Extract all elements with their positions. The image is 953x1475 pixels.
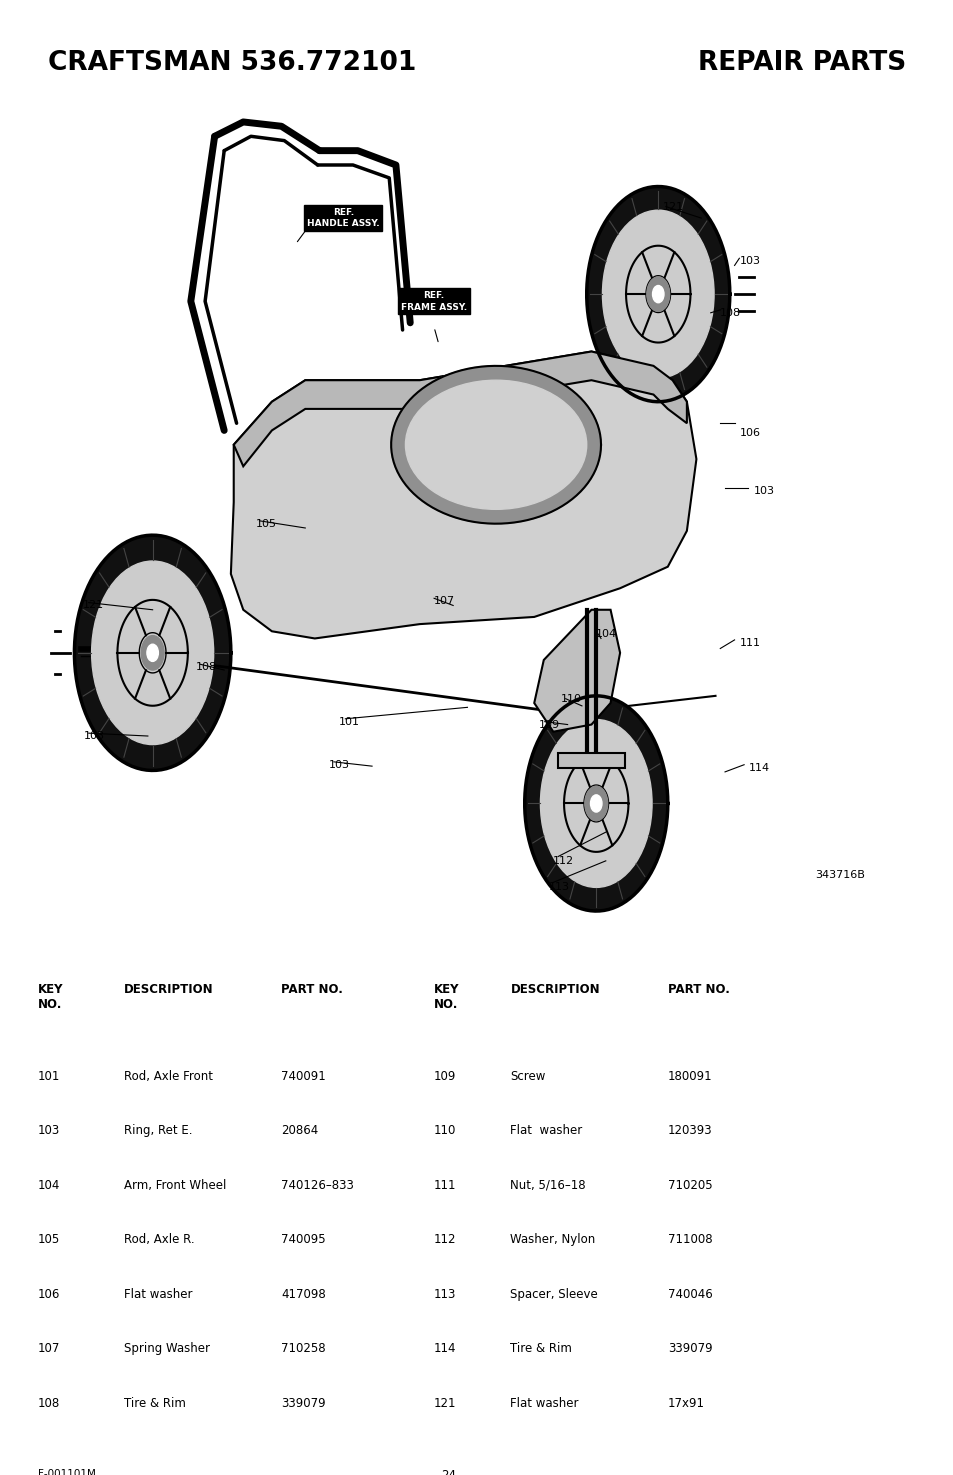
Text: 740046: 740046 bbox=[667, 1288, 712, 1301]
Circle shape bbox=[591, 796, 600, 811]
Text: 103: 103 bbox=[38, 1124, 60, 1137]
Text: 121: 121 bbox=[434, 1397, 456, 1410]
Text: 114: 114 bbox=[434, 1342, 456, 1356]
Text: DESCRIPTION: DESCRIPTION bbox=[510, 982, 599, 996]
Text: 105: 105 bbox=[38, 1233, 60, 1246]
Text: 106: 106 bbox=[38, 1288, 60, 1301]
Circle shape bbox=[653, 286, 662, 301]
Ellipse shape bbox=[405, 381, 586, 509]
Text: Rod, Axle Front: Rod, Axle Front bbox=[124, 1069, 213, 1083]
Text: CRAFTSMAN 536.772101: CRAFTSMAN 536.772101 bbox=[48, 50, 416, 77]
Text: 339079: 339079 bbox=[667, 1342, 712, 1356]
Text: 740091: 740091 bbox=[281, 1069, 326, 1083]
Text: 20864: 20864 bbox=[281, 1124, 318, 1137]
Text: 112: 112 bbox=[553, 855, 574, 866]
Text: 104: 104 bbox=[38, 1179, 60, 1192]
Text: PART NO.: PART NO. bbox=[281, 982, 343, 996]
Text: Rod, Axle R.: Rod, Axle R. bbox=[124, 1233, 194, 1246]
Text: F-001101M: F-001101M bbox=[38, 1469, 96, 1475]
Circle shape bbox=[74, 535, 231, 770]
Circle shape bbox=[141, 636, 164, 670]
Text: 101: 101 bbox=[38, 1069, 60, 1083]
Text: Ring, Ret E.: Ring, Ret E. bbox=[124, 1124, 193, 1137]
Text: 108: 108 bbox=[720, 308, 740, 317]
Text: 121: 121 bbox=[83, 600, 104, 611]
Polygon shape bbox=[231, 351, 696, 639]
Text: 120393: 120393 bbox=[667, 1124, 712, 1137]
Ellipse shape bbox=[391, 366, 600, 524]
Text: REPAIR PARTS: REPAIR PARTS bbox=[698, 50, 905, 77]
Polygon shape bbox=[534, 609, 619, 732]
Polygon shape bbox=[558, 754, 624, 767]
Text: 711008: 711008 bbox=[667, 1233, 712, 1246]
Text: 104: 104 bbox=[596, 630, 617, 639]
Text: Nut, 5/16–18: Nut, 5/16–18 bbox=[510, 1179, 585, 1192]
Text: Flat  washer: Flat washer bbox=[510, 1124, 582, 1137]
Circle shape bbox=[590, 795, 601, 813]
Circle shape bbox=[91, 560, 213, 745]
Text: Flat washer: Flat washer bbox=[124, 1288, 193, 1301]
Text: 103: 103 bbox=[84, 732, 105, 740]
Text: 107: 107 bbox=[434, 596, 455, 606]
Text: 105: 105 bbox=[255, 519, 276, 528]
Text: KEY
NO.: KEY NO. bbox=[38, 982, 64, 1010]
Text: Screw: Screw bbox=[510, 1069, 545, 1083]
Text: 110: 110 bbox=[434, 1124, 456, 1137]
Circle shape bbox=[646, 277, 669, 311]
Text: 111: 111 bbox=[739, 637, 760, 648]
Circle shape bbox=[147, 645, 158, 661]
Text: Tire & Rim: Tire & Rim bbox=[510, 1342, 572, 1356]
Circle shape bbox=[524, 696, 667, 912]
Text: 110: 110 bbox=[560, 693, 581, 704]
Text: 103: 103 bbox=[329, 760, 350, 770]
Circle shape bbox=[584, 786, 607, 820]
Text: Spacer, Sleeve: Spacer, Sleeve bbox=[510, 1288, 598, 1301]
Text: REF.
HANDLE ASSY.: REF. HANDLE ASSY. bbox=[307, 208, 379, 229]
Text: 107: 107 bbox=[38, 1342, 60, 1356]
Text: 710258: 710258 bbox=[281, 1342, 326, 1356]
Text: DESCRIPTION: DESCRIPTION bbox=[124, 982, 213, 996]
Text: 180091: 180091 bbox=[667, 1069, 712, 1083]
Text: 109: 109 bbox=[538, 720, 559, 730]
Text: 108: 108 bbox=[38, 1397, 60, 1410]
Circle shape bbox=[652, 286, 663, 302]
Text: 106: 106 bbox=[739, 428, 760, 438]
Text: 112: 112 bbox=[434, 1233, 456, 1246]
Text: 114: 114 bbox=[748, 763, 769, 773]
Text: 417098: 417098 bbox=[281, 1288, 326, 1301]
Text: PART NO.: PART NO. bbox=[667, 982, 729, 996]
Text: 113: 113 bbox=[434, 1288, 456, 1301]
Text: 113: 113 bbox=[548, 882, 569, 892]
Text: 109: 109 bbox=[434, 1069, 456, 1083]
Text: 103: 103 bbox=[739, 257, 760, 266]
Text: REF.
FRAME ASSY.: REF. FRAME ASSY. bbox=[400, 291, 467, 311]
Text: Tire & Rim: Tire & Rim bbox=[124, 1397, 186, 1410]
Text: 24: 24 bbox=[440, 1469, 456, 1475]
Text: Flat washer: Flat washer bbox=[510, 1397, 578, 1410]
Text: Arm, Front Wheel: Arm, Front Wheel bbox=[124, 1179, 226, 1192]
Text: KEY
NO.: KEY NO. bbox=[434, 982, 459, 1010]
Text: 121: 121 bbox=[662, 202, 683, 211]
Text: 740095: 740095 bbox=[281, 1233, 326, 1246]
Polygon shape bbox=[233, 351, 686, 466]
Text: 339079: 339079 bbox=[281, 1397, 326, 1410]
Text: 17x91: 17x91 bbox=[667, 1397, 704, 1410]
Circle shape bbox=[586, 186, 729, 401]
Circle shape bbox=[602, 211, 713, 378]
Text: 710205: 710205 bbox=[667, 1179, 712, 1192]
Text: Washer, Nylon: Washer, Nylon bbox=[510, 1233, 595, 1246]
Circle shape bbox=[147, 645, 158, 661]
Text: 343716B: 343716B bbox=[815, 870, 864, 881]
Circle shape bbox=[539, 720, 651, 888]
Text: 103: 103 bbox=[753, 485, 774, 496]
Text: 111: 111 bbox=[434, 1179, 456, 1192]
Text: 101: 101 bbox=[338, 717, 359, 727]
Text: 740126–833: 740126–833 bbox=[281, 1179, 354, 1192]
Text: Spring Washer: Spring Washer bbox=[124, 1342, 210, 1356]
Text: 108: 108 bbox=[195, 662, 216, 673]
